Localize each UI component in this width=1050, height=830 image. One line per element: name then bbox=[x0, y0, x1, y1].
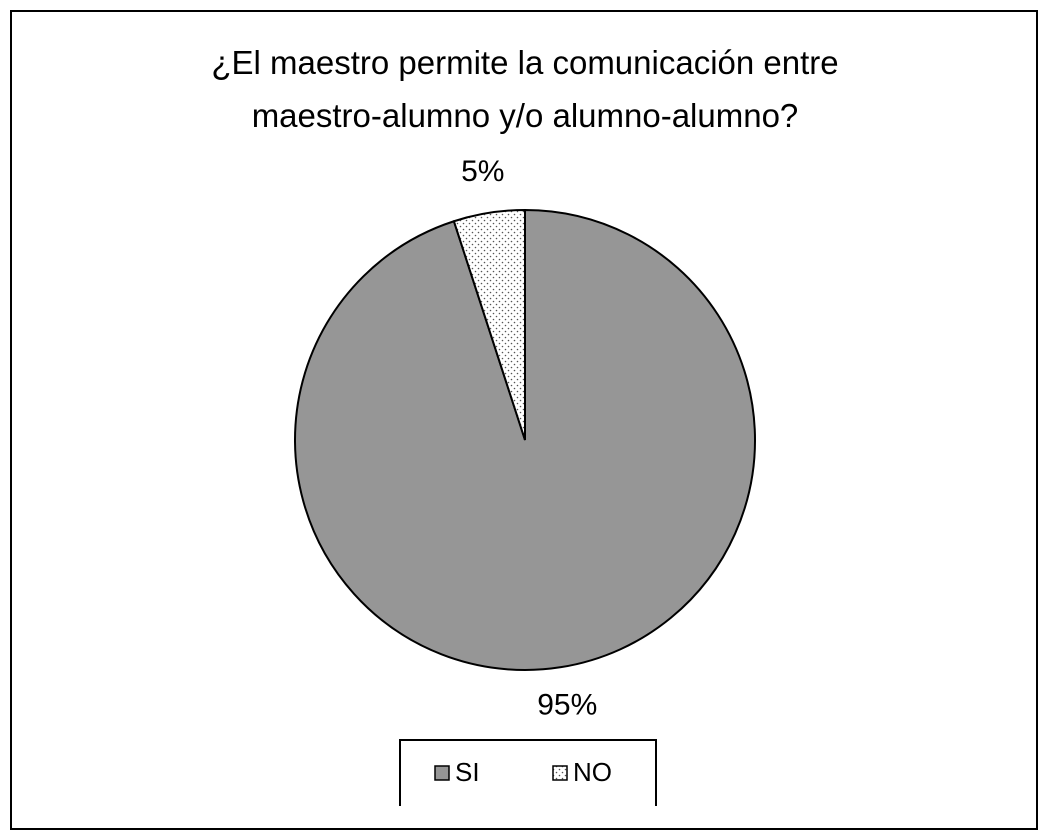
data-label: 5% bbox=[461, 155, 504, 188]
page: ¿El maestro permite la comunicación entr… bbox=[10, 10, 1038, 830]
chart: 95% 5% SI NO bbox=[294, 155, 756, 806]
legend-label: SI bbox=[455, 757, 480, 787]
legend-marker bbox=[434, 765, 450, 781]
data-label: 95% bbox=[537, 689, 597, 722]
pie-slice bbox=[452, 208, 526, 441]
legend-marker bbox=[552, 765, 568, 781]
chart-title: ¿El maestro permite la comunicación entr… bbox=[211, 44, 839, 134]
legend-label: NO bbox=[573, 757, 612, 787]
